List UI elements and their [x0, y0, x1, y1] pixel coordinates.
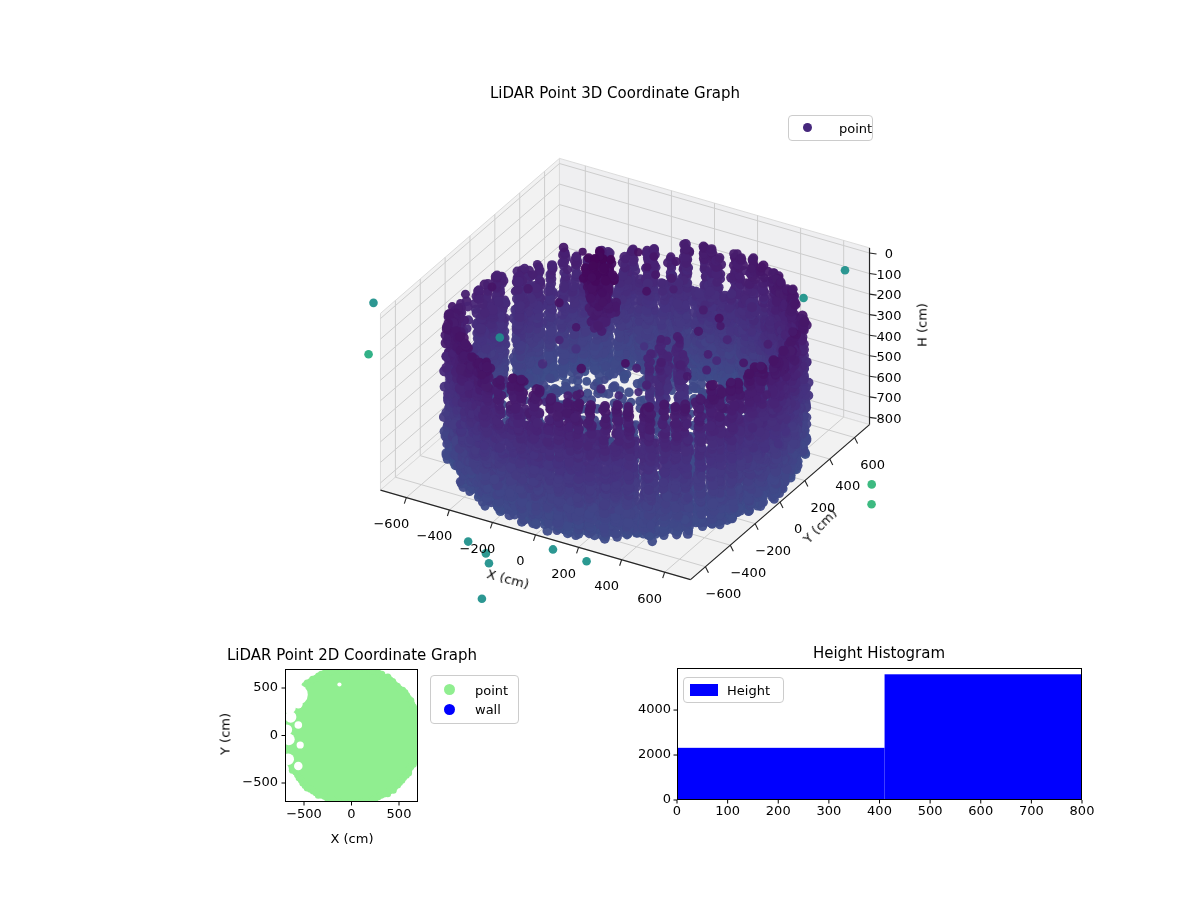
figure: LiDAR Point 3D Coordinate Graph X (cm) Y…: [0, 0, 1200, 900]
point-legend-label: point: [839, 121, 872, 136]
point-legend-marker: [803, 123, 812, 132]
plot2d-title: LiDAR Point 2D Coordinate Graph: [227, 646, 477, 664]
point2d-legend-label: point: [475, 683, 508, 698]
plot3d-title: LiDAR Point 3D Coordinate Graph: [490, 84, 740, 102]
wall-legend-marker: [444, 704, 455, 715]
plot3d-legend: point: [788, 115, 873, 141]
charts-canvas: [0, 0, 1200, 900]
plot2d-ylabel: Y (cm): [218, 713, 233, 755]
plot3d-zlabel: H (cm): [915, 303, 930, 347]
point2d-legend-marker: [444, 684, 455, 695]
plot2d-legend: point wall: [430, 675, 519, 724]
height-legend-marker: [690, 684, 718, 696]
height-legend-label: Height: [727, 683, 770, 698]
histogram-legend: Height: [683, 677, 784, 703]
histogram-title: Height Histogram: [813, 644, 945, 662]
plot2d-xlabel: X (cm): [331, 831, 374, 846]
wall-legend-label: wall: [475, 702, 501, 717]
